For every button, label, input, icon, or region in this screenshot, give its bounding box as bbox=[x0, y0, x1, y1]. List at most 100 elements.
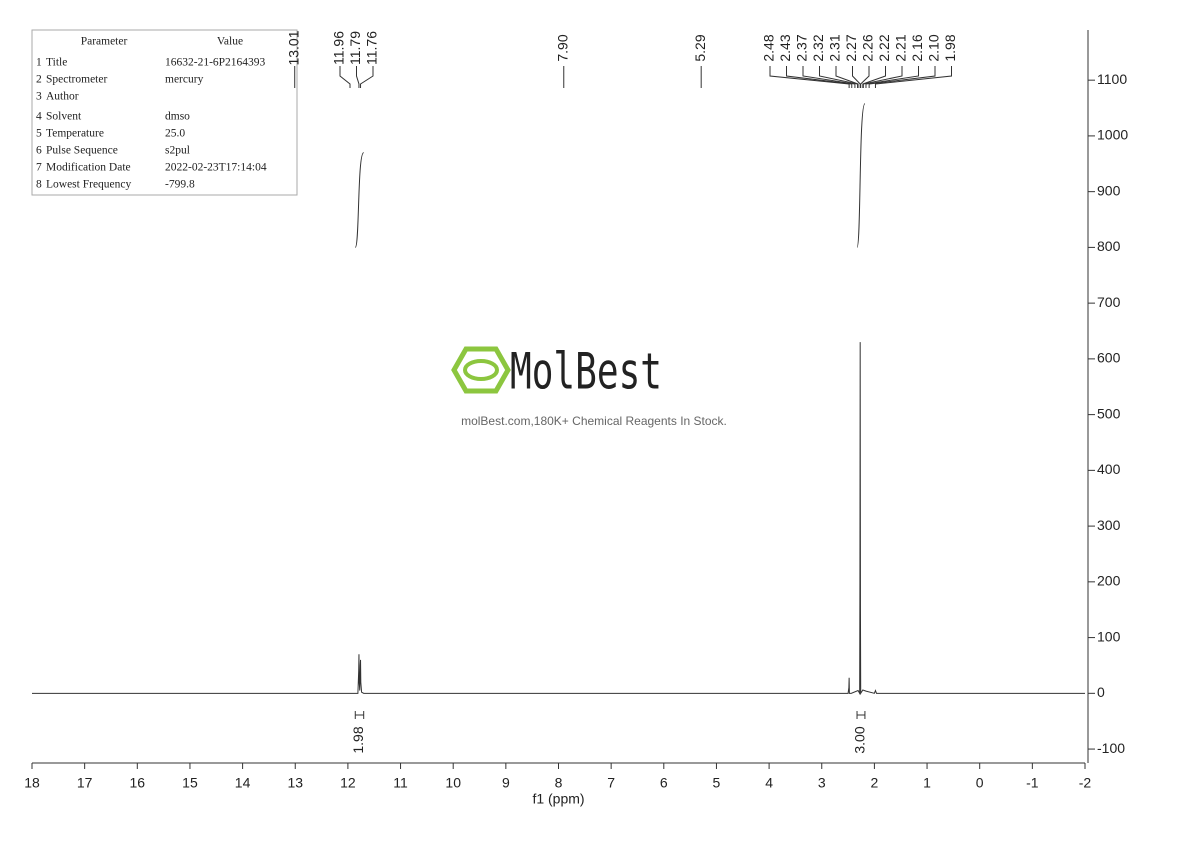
x-tick-label: -2 bbox=[1079, 775, 1092, 791]
peak-leader bbox=[860, 66, 870, 88]
x-axis-title: f1 (ppm) bbox=[532, 791, 584, 807]
row-number: 8 bbox=[36, 179, 42, 191]
peak-leader bbox=[874, 66, 953, 88]
peak-label: 2.26 bbox=[860, 34, 876, 61]
peak-leader bbox=[819, 66, 859, 88]
peak-leader bbox=[769, 66, 850, 88]
x-tick-label: 2 bbox=[871, 775, 879, 791]
peak-leader bbox=[862, 66, 903, 88]
x-tick-label: 14 bbox=[235, 775, 251, 791]
x-tick-label: 15 bbox=[182, 775, 198, 791]
parameter-name: Title bbox=[46, 57, 67, 69]
peak-label: 2.31 bbox=[827, 34, 843, 61]
x-tick-label: 1 bbox=[923, 775, 931, 791]
integral-bracket bbox=[856, 711, 866, 719]
peak-label: 5.29 bbox=[692, 34, 708, 61]
x-tick-label: 3 bbox=[818, 775, 826, 791]
x-tick-label: 12 bbox=[340, 775, 356, 791]
y-tick-label: 900 bbox=[1097, 182, 1121, 198]
parameter-value: dmso bbox=[165, 111, 190, 123]
x-tick-label: 6 bbox=[660, 775, 668, 791]
peak-label: 2.22 bbox=[876, 34, 892, 61]
peak-label: 2.21 bbox=[893, 34, 909, 61]
parameter-name: Spectrometer bbox=[46, 74, 107, 86]
y-tick-label: 200 bbox=[1097, 573, 1121, 589]
table-header: Parameter bbox=[81, 36, 128, 48]
parameter-value: s2pul bbox=[165, 145, 190, 157]
parameter-value: 16632-21-6P2164393 bbox=[165, 57, 266, 69]
x-tick-label: -1 bbox=[1026, 775, 1039, 791]
y-tick-label: 0 bbox=[1097, 684, 1105, 700]
peak-leader bbox=[862, 66, 887, 88]
parameter-value: 25.0 bbox=[165, 128, 185, 140]
peak-leader bbox=[865, 66, 920, 88]
parameter-name: Temperature bbox=[46, 128, 104, 140]
parameter-name: Author bbox=[46, 91, 79, 103]
x-tick-label: 10 bbox=[445, 775, 461, 791]
peak-label: 11.76 bbox=[364, 31, 380, 65]
peak-label: 2.10 bbox=[926, 34, 942, 61]
row-number: 2 bbox=[36, 74, 42, 86]
x-tick-label: 16 bbox=[130, 775, 146, 791]
integral-bracket bbox=[354, 711, 365, 719]
x-tick-label: 9 bbox=[502, 775, 510, 791]
y-tick-label: 1100 bbox=[1097, 71, 1127, 87]
parameter-name: Modification Date bbox=[46, 162, 131, 174]
x-tick-label: 18 bbox=[24, 775, 40, 791]
parameter-name: Lowest Frequency bbox=[46, 179, 132, 191]
parameter-value: -799.8 bbox=[165, 179, 195, 191]
y-tick-label: 500 bbox=[1097, 405, 1121, 421]
parameter-name: Pulse Sequence bbox=[46, 145, 118, 157]
row-number: 5 bbox=[36, 128, 42, 140]
y-tick-label: 300 bbox=[1097, 517, 1121, 533]
y-tick-label: 400 bbox=[1097, 461, 1121, 477]
peak-leader bbox=[835, 66, 859, 88]
peak-label: 13.01 bbox=[285, 30, 301, 65]
peak-leader bbox=[786, 66, 853, 88]
row-number: 3 bbox=[36, 91, 42, 103]
logo bbox=[451, 346, 511, 394]
x-tick-label: 13 bbox=[287, 775, 303, 791]
peak-label: 2.27 bbox=[843, 34, 859, 61]
integral-value: 1.98 bbox=[350, 726, 366, 753]
y-tick-label: 700 bbox=[1097, 294, 1121, 310]
parameter-value: 2022-02-23T17:14:04 bbox=[165, 162, 267, 174]
x-tick-label: 8 bbox=[555, 775, 563, 791]
y-tick-label: 1000 bbox=[1097, 127, 1128, 143]
peak-leader bbox=[339, 66, 351, 88]
peak-leader bbox=[868, 66, 936, 88]
x-tick-label: 5 bbox=[713, 775, 721, 791]
x-tick-label: 11 bbox=[393, 775, 408, 791]
peak-leader bbox=[852, 66, 861, 88]
y-tick-label: 600 bbox=[1097, 350, 1121, 366]
integral-value: 3.00 bbox=[852, 726, 868, 753]
peak-leader bbox=[356, 66, 360, 88]
row-number: 7 bbox=[36, 162, 42, 174]
brand: MolBest bbox=[510, 343, 662, 401]
peak-label: 11.96 bbox=[331, 31, 347, 65]
peak-label: 2.32 bbox=[810, 34, 826, 61]
y-tick-label: 800 bbox=[1097, 238, 1121, 254]
integral-curve bbox=[354, 152, 365, 248]
tagline: molBest.com,180K+ Chemical Reagents In S… bbox=[461, 414, 727, 428]
peak-label: 2.37 bbox=[794, 34, 810, 61]
integral-curve bbox=[856, 103, 866, 248]
row-number: 6 bbox=[36, 145, 42, 157]
peak-label: 2.43 bbox=[777, 34, 793, 61]
x-tick-label: 4 bbox=[765, 775, 773, 791]
peak-leader bbox=[802, 66, 856, 88]
spectrum bbox=[32, 342, 1085, 696]
parameter-table bbox=[31, 29, 298, 196]
peak-label: 7.90 bbox=[554, 34, 570, 61]
peak-label: 1.98 bbox=[942, 34, 958, 61]
x-tick-label: 7 bbox=[607, 775, 615, 791]
peak-label: 2.16 bbox=[909, 34, 925, 61]
x-tick-label: 17 bbox=[77, 775, 93, 791]
table-header: Value bbox=[217, 36, 243, 48]
row-number: 1 bbox=[36, 57, 42, 69]
parameter-name: Solvent bbox=[46, 111, 82, 123]
y-tick-label: -100 bbox=[1097, 740, 1125, 756]
row-number: 4 bbox=[36, 111, 42, 123]
peak-label: 11.79 bbox=[347, 31, 363, 65]
